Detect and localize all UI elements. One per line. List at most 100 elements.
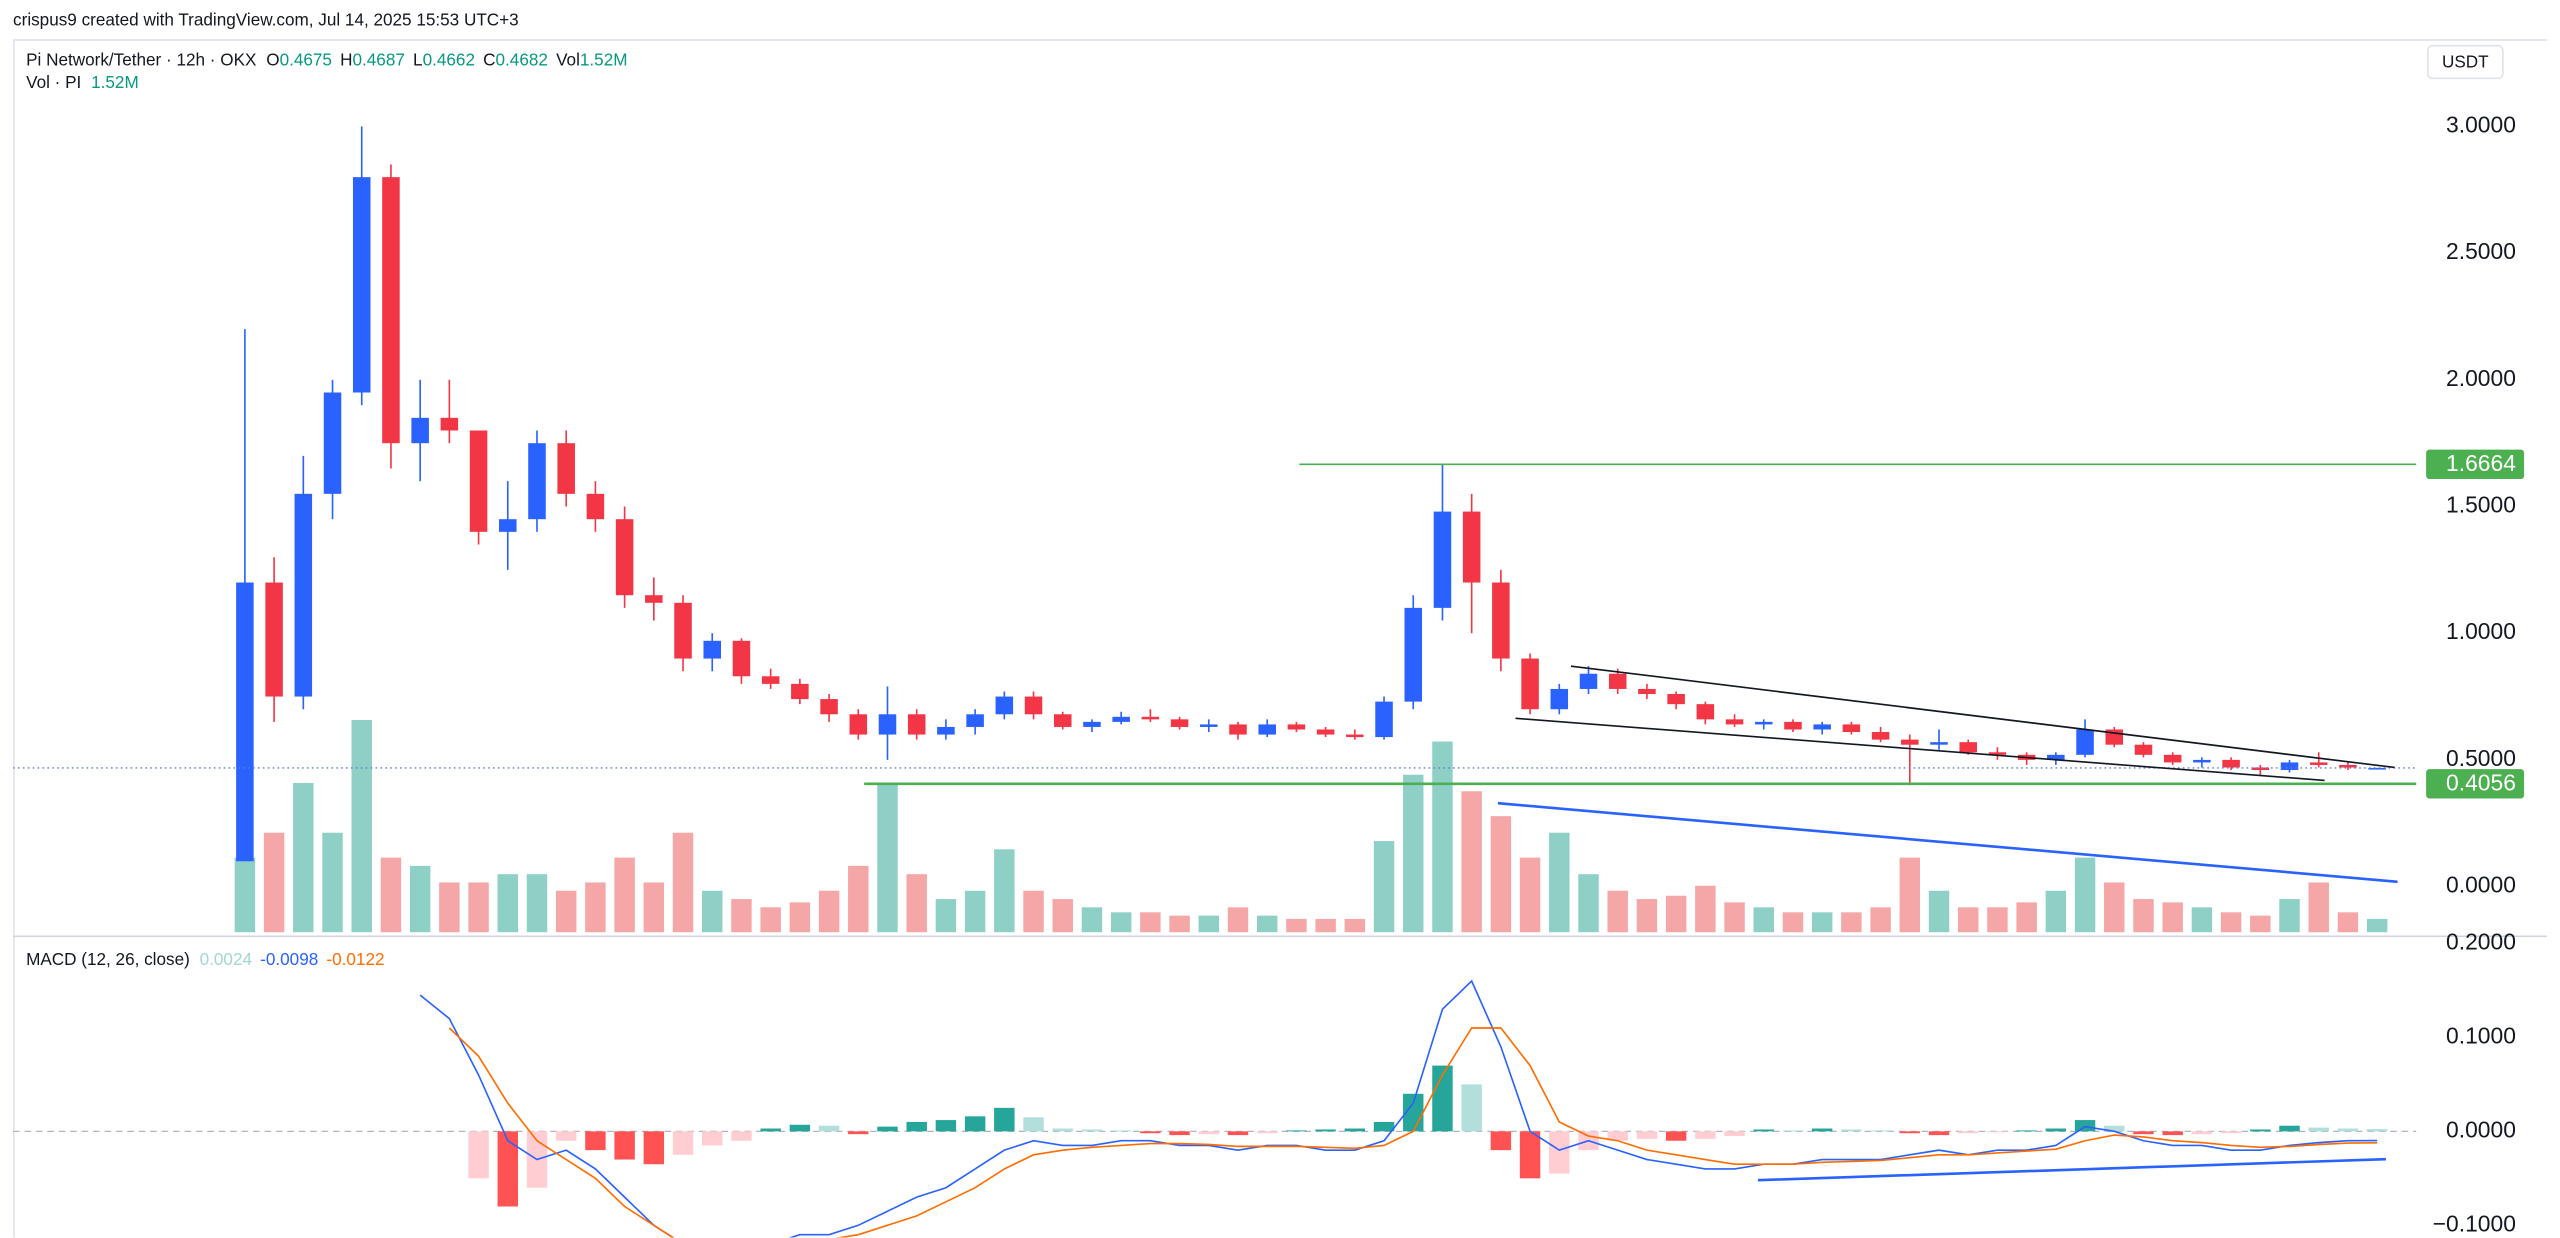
volume-bar [2308,882,2329,933]
volume-bar [643,882,665,933]
volume-bar [585,882,606,933]
candle-body [1784,721,1802,730]
volume-bar [760,907,781,933]
candle-body [382,177,400,444]
candle-body [528,443,546,520]
candle-body [1229,724,1247,735]
candle-body [499,519,517,532]
candle-body [236,582,254,862]
volume-bar [468,882,489,933]
candle-body [2134,744,2153,755]
volume-bar [1081,907,1103,933]
volume-bar [906,874,927,933]
candle-body [1813,724,1831,730]
macd-histogram-bar [2191,1131,2213,1135]
y-tick-label: 1.5000 [2446,492,2516,518]
macd-line-value: -0.0098 [260,948,318,968]
volume-bar [1198,915,1220,933]
y-tick-label: 0.1000 [2446,1022,2516,1048]
candle-body [2368,767,2386,770]
macd-histogram-bar [555,1131,577,1141]
macd-histogram-bar [964,1116,986,1132]
macd-legend: MACD (12, 26, close) 0.0024 -0.0098 -0.0122 [26,948,384,968]
candle-body [1901,739,1919,745]
y-tick-label: 0.0000 [2446,872,2516,898]
y-tick-label: 3.0000 [2446,111,2516,137]
macd-histogram-bar [1256,1131,1278,1134]
macd-hist-value: 0.0024 [200,948,253,968]
candle-body [557,443,575,494]
macd-histogram-bar [1519,1131,1541,1179]
volume-bar [2074,857,2096,933]
ohlc-key: C [483,49,495,69]
candle-body [440,417,459,431]
currency[interactable]: USDT [2442,51,2489,71]
candle-body [1550,688,1569,710]
volume-bar [1140,912,1161,933]
volume-bar [1841,912,1862,933]
candle-body [2193,759,2211,763]
macd-histogram-bar [1607,1131,1628,1141]
volume-bar [1636,899,1658,933]
ohlc-key: H [340,49,352,69]
candle-body [1375,701,1393,738]
macd-histogram-bar [1724,1131,1745,1137]
candle-body [995,696,1014,715]
macd-histogram-bar [468,1131,489,1179]
volume-bar [964,890,986,933]
candle-body [761,676,780,684]
candle-body [937,726,955,735]
volume-bar [2045,890,2067,933]
volume-legend-label: Vol · PI [26,72,81,92]
candle-body [2076,729,2094,755]
volume-bar [1957,907,1979,933]
volume-bar [1256,915,1278,933]
volume-bar [1344,918,1366,933]
volume-bar [1432,741,1453,933]
macd-histogram-bar [1695,1131,1716,1139]
candle-body [1462,511,1481,583]
macd-histogram-bar [497,1131,519,1207]
macd-histogram-bar [614,1131,635,1160]
macd-histogram-bar [2308,1127,2329,1132]
volume-bar [1607,890,1628,933]
macd-histogram-bar [1461,1084,1482,1132]
signal-line [448,1027,2378,1238]
volume-bar [1695,885,1716,933]
candle-body [1725,719,1744,725]
candle-body [2309,762,2328,765]
candle-body [2339,764,2357,768]
macd-histogram-bar [1227,1131,1249,1136]
symbol-title: Pi Network/Tether · 12h · OKX [26,49,257,69]
trendline [1757,1157,2386,1182]
candle-body [1842,724,1861,733]
volume-bar [1870,907,1891,933]
candle-body [1492,582,1510,659]
candle-body [2222,759,2240,768]
volume-bar [877,782,898,933]
macd-histogram-bar [1549,1131,1570,1174]
macd-histogram-bar [848,1131,869,1135]
candle-body [352,177,371,393]
volume-bar [2337,912,2359,933]
candle-body [849,714,868,735]
y-tick-label: 0.2000 [2446,928,2516,954]
currency-box[interactable] [2426,44,2504,80]
macd-histogram-bar [1928,1131,1950,1136]
candle-body [907,714,926,735]
macd-histogram-bar [1811,1128,1833,1132]
macd-histogram-bar [2220,1131,2242,1134]
volume-bar [1403,774,1424,933]
candle-body [878,714,897,735]
macd-pane [13,979,2417,1238]
y-tick-label: 0.0000 [2446,1116,2516,1142]
volume-bar [1928,890,1950,933]
candle-body [966,714,984,727]
volume-bar [2191,907,2213,933]
macd-histogram-bar [1052,1128,1073,1132]
volume-bar [672,832,694,933]
volume-bar [1578,874,1599,933]
macd-histogram-bar [877,1126,898,1132]
volume-bar [1665,895,1687,933]
